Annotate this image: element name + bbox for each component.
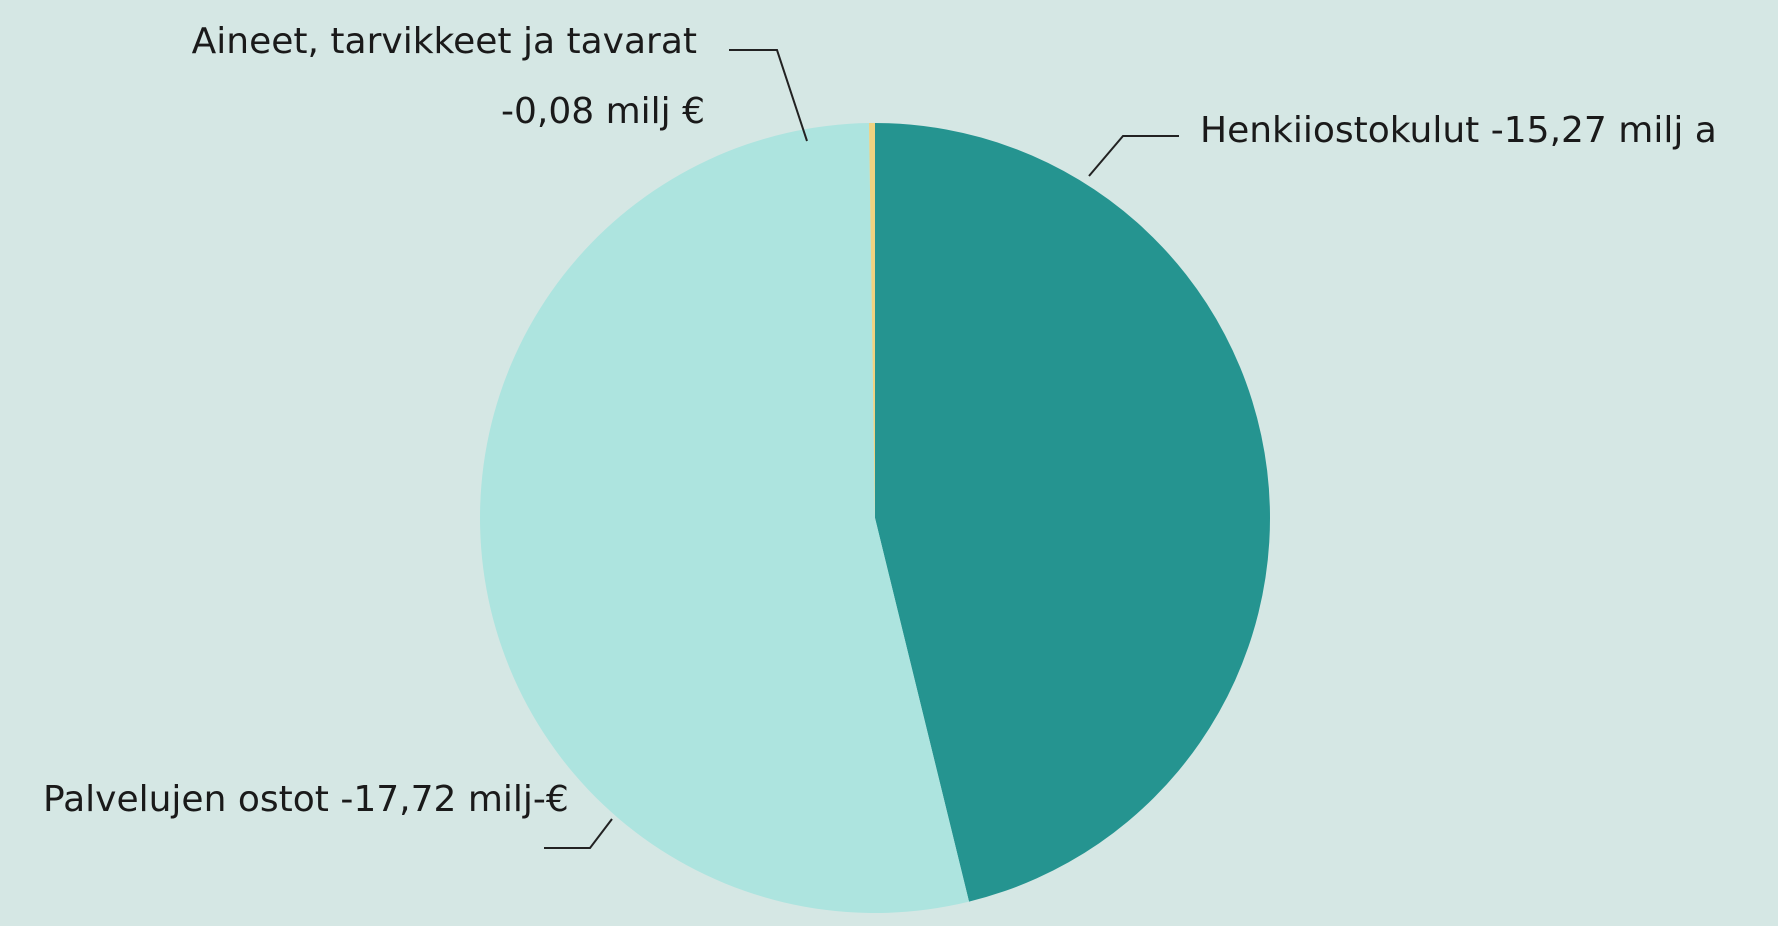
label-gap: [1479, 110, 1490, 151]
leader-line: [544, 818, 613, 849]
category-label: Palvelujen ostot: [43, 779, 329, 820]
pie-slice: [480, 123, 970, 913]
category-label: Aineet, tarvikkeet ja tavarat: [192, 21, 697, 62]
slice-label: Aineet, tarvikkeet ja tavarat: [192, 21, 697, 62]
slice-label: Henkiiostokulut -15,27 milj a: [1200, 110, 1717, 151]
label-gap: [329, 779, 340, 820]
leader-line: [1088, 135, 1179, 177]
slice-label: Palvelujen ostot -17,72 milj-€: [43, 779, 569, 820]
value-label: -17,72 milj-€: [340, 779, 568, 820]
slice-label: -0,08 milj €: [501, 91, 705, 132]
leader-line: [729, 49, 808, 142]
category-label: Henkiiostokulut: [1200, 110, 1479, 151]
value-label: -15,27 milj a: [1491, 110, 1717, 151]
value-label: -0,08 milj €: [501, 91, 705, 132]
pie-slice: [868, 123, 875, 518]
pie-slice: [875, 123, 1271, 902]
